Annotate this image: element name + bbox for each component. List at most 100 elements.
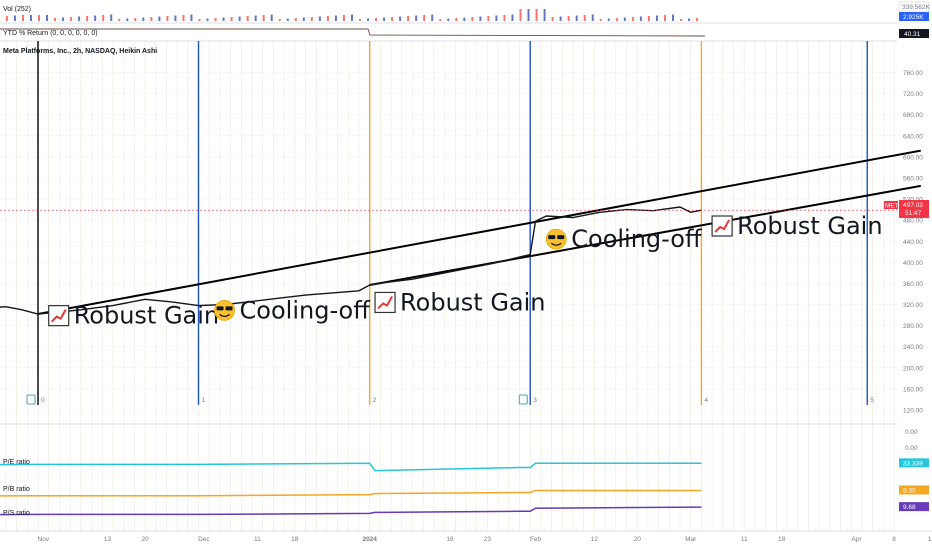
- x-tick-label[interactable]: 18: [291, 536, 299, 543]
- volume-bar: [38, 15, 40, 21]
- volume-bar: [294, 18, 297, 21]
- grid: [0, 41, 897, 531]
- volume-bar: [599, 19, 602, 21]
- volume-bar: [375, 18, 378, 21]
- sunglasses-face-icon: [545, 228, 567, 250]
- period-label: 2: [373, 397, 377, 404]
- x-tick-label[interactable]: 23: [484, 536, 492, 543]
- icon-frame: [48, 305, 70, 327]
- volume-bar: [29, 15, 32, 21]
- icon-face: [545, 228, 567, 250]
- volume-bar: [615, 18, 618, 21]
- volume-bar: [447, 18, 450, 21]
- icon-trend: [50, 309, 67, 323]
- volume-bar: [463, 17, 466, 21]
- volume-bar: [415, 15, 418, 21]
- volume-bar: [479, 16, 482, 21]
- x-tick-label[interactable]: Dec: [198, 536, 210, 543]
- volume-title: Vol (252): [3, 6, 31, 13]
- volume-bar: [5, 16, 8, 21]
- volume-bar: [110, 14, 113, 21]
- price-axis[interactable]: [897, 0, 932, 550]
- volume-bar: [21, 15, 24, 21]
- x-tick-label[interactable]: Apr: [851, 536, 862, 543]
- x-tick-label[interactable]: 20: [634, 536, 642, 543]
- x-tick-label[interactable]: Feb: [530, 536, 542, 543]
- volume-bar: [302, 17, 305, 21]
- y-tick-label: 440.00: [903, 239, 923, 246]
- x-tick-label[interactable]: 18: [778, 536, 786, 543]
- volume-bar: [527, 9, 530, 21]
- y-tick-label: 240.00: [903, 344, 923, 351]
- volume-bar: [310, 17, 313, 21]
- volume-bar: [174, 15, 177, 21]
- icon-glasses-left: [548, 235, 556, 240]
- x-tick-label[interactable]: 15: [928, 536, 932, 543]
- icon-glasses-left: [216, 306, 224, 311]
- volume-bar: [78, 16, 81, 21]
- x-tick-label[interactable]: Nov: [38, 536, 50, 543]
- volume-bar: [495, 15, 498, 21]
- volume-bar: [583, 15, 586, 21]
- price-series: [0, 206, 897, 315]
- volume-bar: [519, 9, 522, 21]
- volume-bar: [214, 18, 217, 21]
- volume-bar: [487, 16, 490, 21]
- ratio-value: 8.30: [903, 487, 916, 494]
- symbol-label: META: [885, 203, 903, 210]
- trendlines: [37, 149, 921, 316]
- volume-bar: [222, 17, 225, 21]
- ytd-title: YTD % Return (0, 0, 0, 0, 0, 0): [3, 30, 98, 37]
- volume-bar: [102, 15, 105, 21]
- icon-glasses-right: [225, 306, 233, 311]
- x-tick-label[interactable]: 2024: [362, 536, 377, 543]
- volume-bar: [680, 19, 682, 21]
- x-tick-label[interactable]: 11: [254, 536, 261, 543]
- volume-bar: [688, 18, 691, 21]
- x-tick-label[interactable]: Mar: [685, 536, 697, 543]
- x-tick-label[interactable]: 16: [446, 536, 454, 543]
- volume-bar: [206, 18, 209, 21]
- volume-bar: [262, 15, 265, 21]
- volume-bar: [246, 16, 249, 21]
- ratio-line: [0, 489, 702, 497]
- y-tick-label: 120.00: [903, 408, 923, 415]
- x-axis-ticks[interactable]: 23Nov1320Dec111820241623Feb1220Mar1118Ap…: [0, 536, 932, 543]
- volume-bar: [655, 15, 658, 21]
- x-tick-label[interactable]: 8: [892, 536, 896, 543]
- period-label: 4: [704, 397, 708, 404]
- volume-bar: [591, 14, 594, 21]
- icon-face: [214, 299, 235, 321]
- annotation-label: Cooling-off: [571, 225, 702, 253]
- ratio-value: 9.68: [903, 504, 916, 511]
- x-tick-label[interactable]: 20: [141, 536, 149, 543]
- price-line: [0, 206, 702, 315]
- period-label: 0: [41, 397, 45, 404]
- volume-bar: [359, 19, 361, 21]
- y-tick-label: 720.00: [903, 91, 923, 98]
- ratio-title: P/S ratio: [3, 510, 30, 517]
- y-tick-label: 320.00: [903, 302, 923, 309]
- ratio-badge: [899, 485, 929, 495]
- earnings-marker-icon: [518, 394, 528, 405]
- chart-title: Meta Platforms, Inc., 2h, NASDAQ, Heikin…: [3, 48, 157, 55]
- volume-bar: [230, 17, 233, 21]
- ytd-badge: [899, 29, 929, 38]
- x-tick-label[interactable]: 12: [591, 536, 599, 543]
- icon-smile: [550, 242, 562, 246]
- x-tick-label[interactable]: 11: [741, 536, 748, 543]
- ratio-badge: [899, 458, 929, 468]
- trendline[interactable]: [37, 149, 921, 316]
- volume-bar: [407, 16, 410, 21]
- volume-bar: [503, 15, 506, 21]
- volume-bar: [254, 15, 257, 21]
- annotation-label: Robust Gain: [737, 212, 882, 240]
- x-tick-label[interactable]: 13: [104, 536, 112, 543]
- volume-bar: [158, 16, 161, 21]
- trendline[interactable]: [369, 184, 921, 287]
- y-tick-label: 160.00: [903, 386, 923, 393]
- chart-increasing-icon: [48, 305, 70, 327]
- y-tick-label: 680.00: [903, 112, 923, 119]
- ratio-line: [0, 506, 702, 516]
